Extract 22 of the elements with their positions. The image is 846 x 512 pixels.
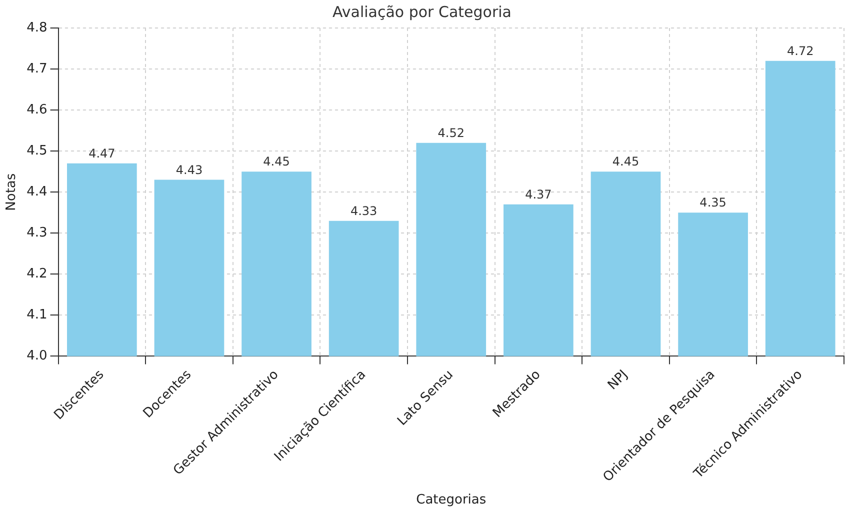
data-label: 4.43 — [176, 162, 203, 177]
y-tick-label: 4.4 — [26, 184, 48, 200]
x-axis-title: Categorias — [416, 492, 486, 508]
data-label: 4.37 — [525, 188, 552, 202]
y-tick-label: 4.3 — [26, 226, 48, 241]
data-label: 4.35 — [700, 196, 726, 210]
y-tick-label: 4.8 — [26, 20, 48, 36]
data-label: 4.33 — [350, 204, 378, 218]
y-tick-label: 4.6 — [26, 102, 48, 118]
y-tick-label: 4.2 — [26, 266, 48, 282]
y-tick-label: 4.0 — [26, 348, 48, 364]
y-tick-label: 4.1 — [26, 308, 48, 323]
data-label: 4.45 — [612, 154, 640, 169]
x-tick-label: NPJ — [605, 367, 631, 394]
data-label: 4.52 — [438, 126, 464, 140]
data-label: 4.72 — [786, 44, 814, 58]
y-axis-title: Notas — [4, 173, 20, 211]
chart-title: Avaliação por Categoria — [332, 2, 512, 21]
data-label: 4.45 — [263, 154, 290, 169]
y-tick-label: 4.5 — [26, 143, 48, 158]
data-label: 4.47 — [88, 146, 116, 161]
y-tick-label: 4.7 — [26, 61, 48, 76]
